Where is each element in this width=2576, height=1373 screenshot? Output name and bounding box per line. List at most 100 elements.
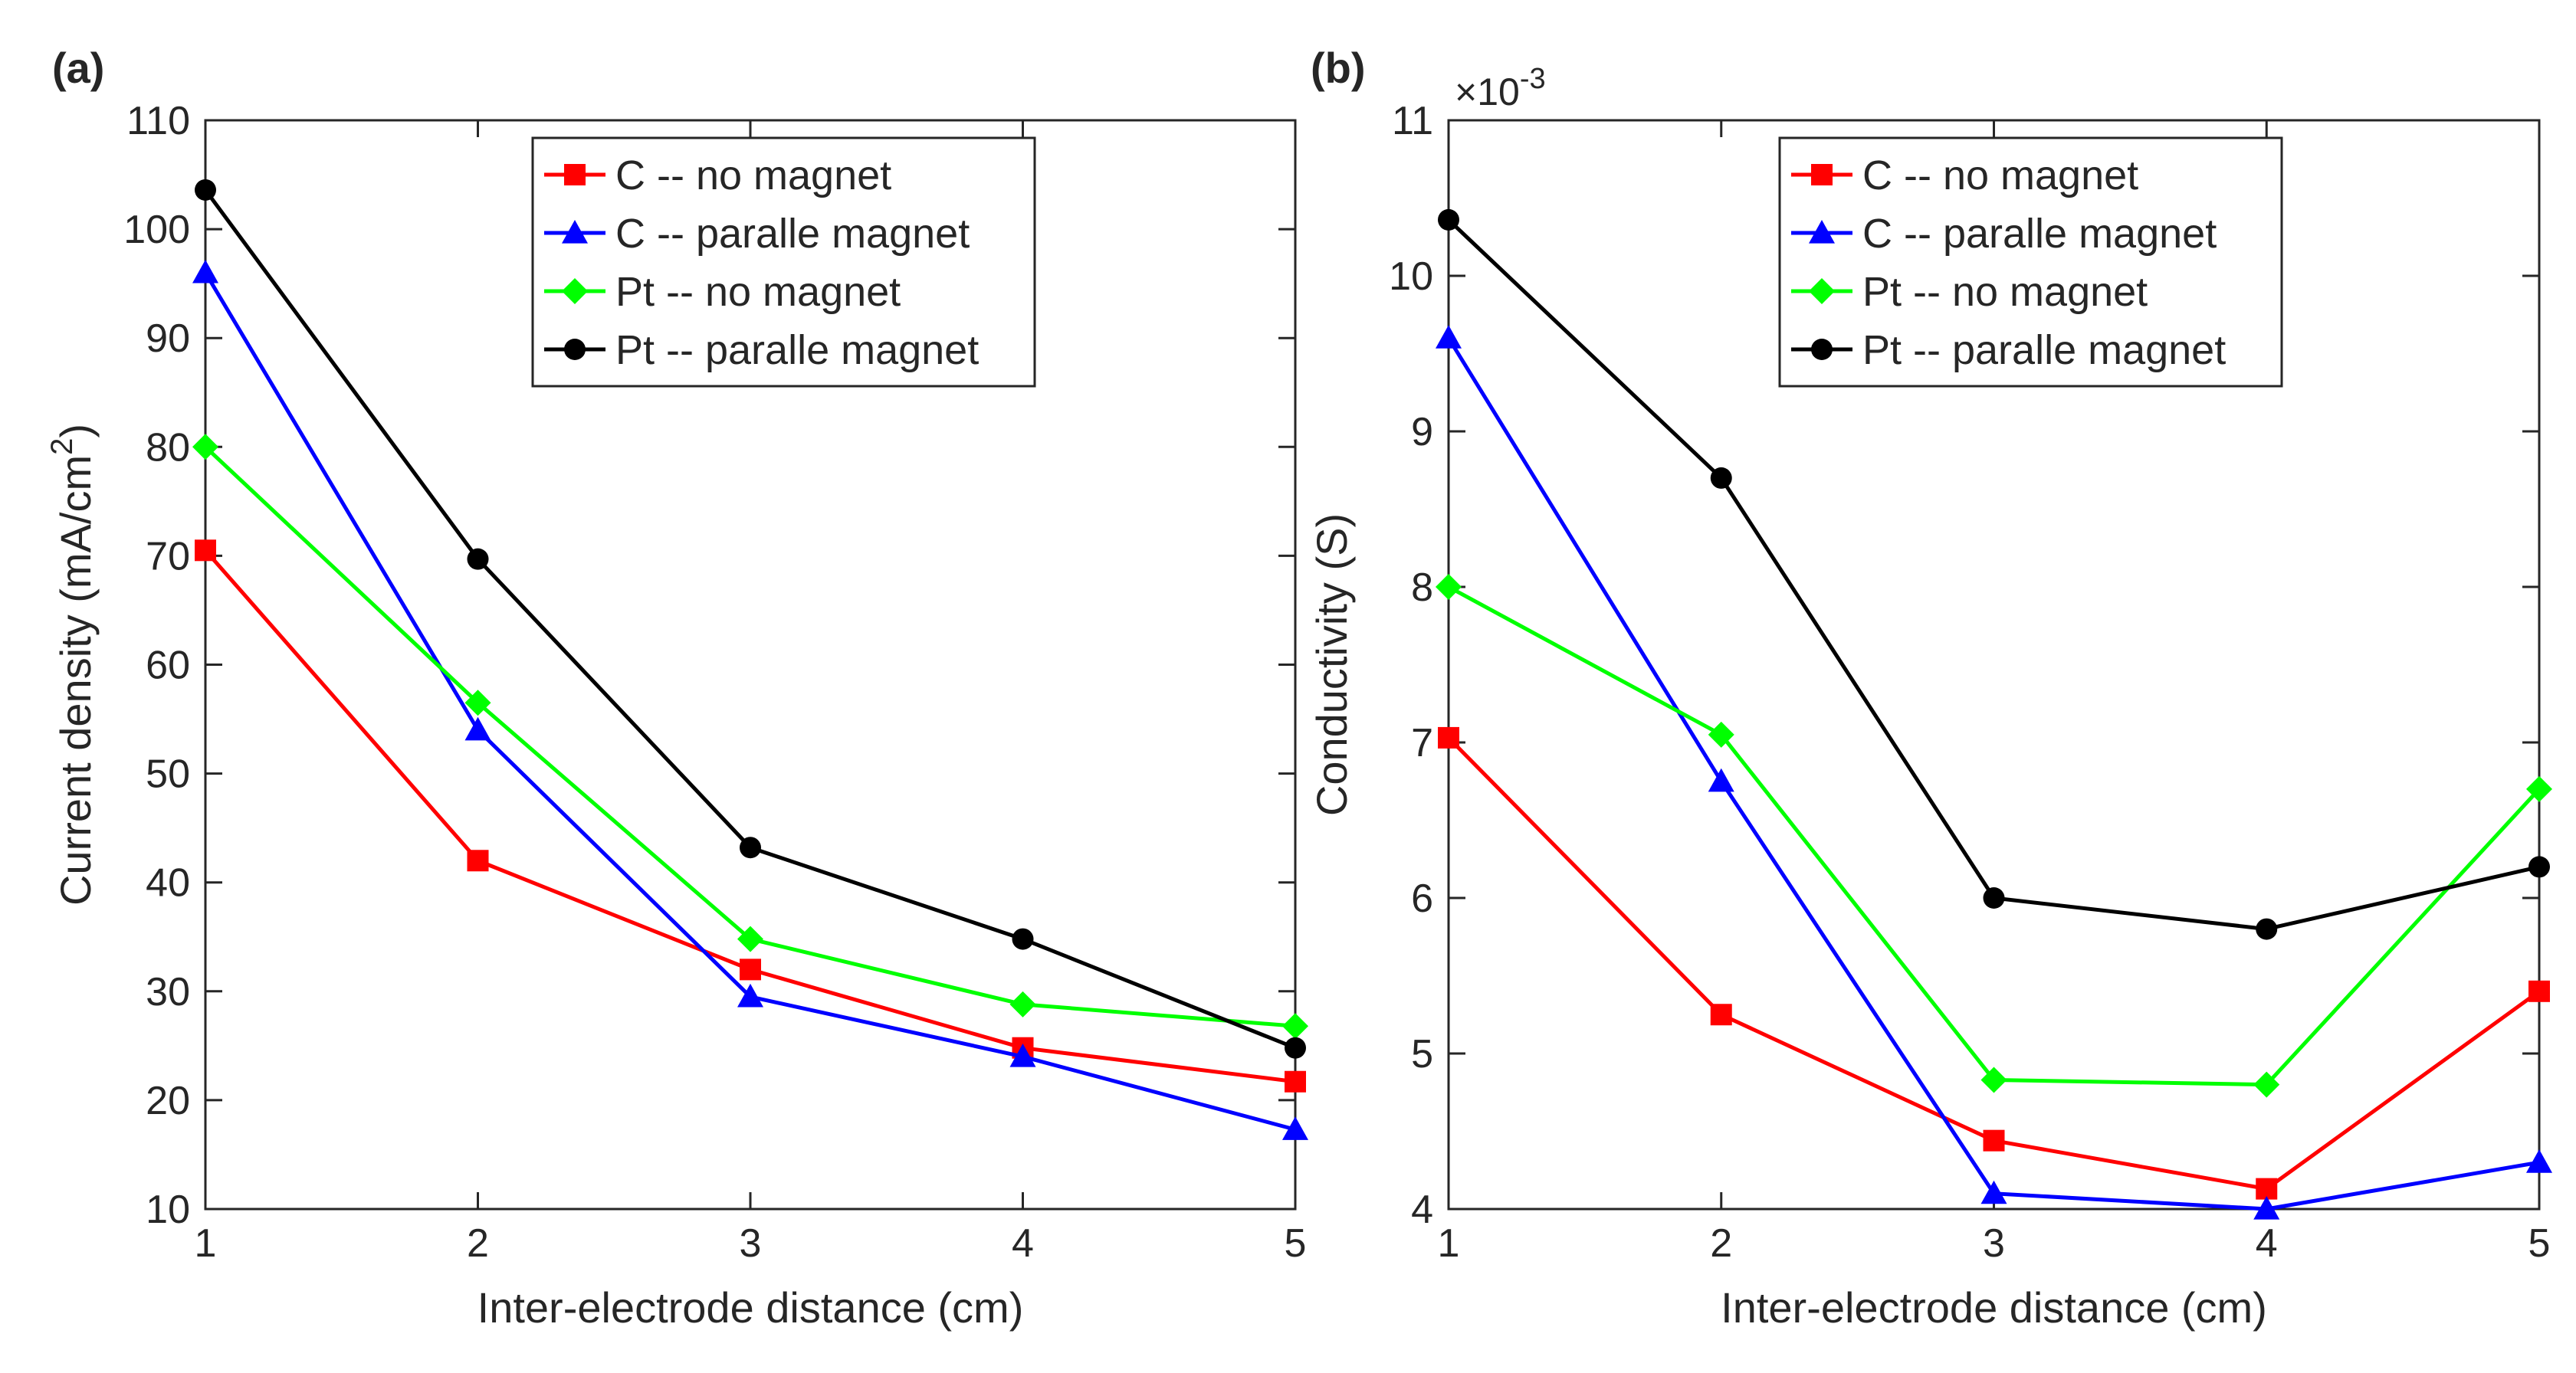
data-point <box>2256 1178 2278 1200</box>
data-point <box>1285 1070 1306 1093</box>
x-axis-label: Inter-electrode distance (cm) <box>477 1283 1024 1332</box>
data-point <box>1708 768 1734 792</box>
y-tick-label: 11 <box>1392 99 1433 143</box>
series-c-no-magnet <box>1438 726 2550 1200</box>
x-tick-label: 4 <box>2256 1221 2278 1266</box>
y-tick-label: 80 <box>146 425 190 470</box>
legend-box <box>531 136 1036 388</box>
x-tick-label: 2 <box>467 1221 489 1266</box>
panel-label: (a) <box>52 44 104 92</box>
y-axis-label-superscript: 2 <box>45 438 79 455</box>
x-tick-label: 1 <box>1438 1221 1460 1266</box>
data-point <box>192 434 218 460</box>
y-tick-label: 110 <box>126 99 190 143</box>
legend-entry: C -- paralle magnet <box>1862 211 2217 257</box>
y-tick-label: 50 <box>146 752 190 797</box>
data-point <box>2256 918 2278 940</box>
x-axis-label: Inter-electrode distance (cm) <box>1721 1283 2267 1332</box>
y-tick-label: 10 <box>146 1188 190 1232</box>
legend-marker <box>562 278 588 304</box>
data-point <box>740 837 761 859</box>
legend-marker <box>564 339 586 360</box>
data-point <box>2528 980 2550 1002</box>
data-point <box>1285 1037 1306 1059</box>
y-axis-label-text: Current density (mA/cm <box>51 455 100 906</box>
x-tick-label: 3 <box>740 1221 762 1266</box>
data-point <box>467 548 489 570</box>
data-point <box>1438 208 1459 231</box>
data-point <box>1983 1129 2005 1152</box>
legend-entry: Pt -- paralle magnet <box>615 327 979 373</box>
y-axis-label-end: ) <box>51 424 100 438</box>
y-tick-label: 20 <box>146 1079 190 1123</box>
data-point <box>2253 1071 2280 1098</box>
legend-marker <box>562 220 588 244</box>
series-c-no-magnet <box>195 539 1306 1093</box>
legend-entry: Pt -- paralle magnet <box>1862 327 2226 373</box>
y-tick-label: 6 <box>1411 877 1433 921</box>
data-point <box>464 690 491 716</box>
data-point <box>467 850 489 872</box>
data-point <box>1009 991 1036 1017</box>
data-point <box>1438 726 1459 749</box>
data-point <box>1710 1004 1732 1026</box>
chart-panel-a: (a) 1 2 3 4 5 10 20 30 40 50 60 70 80 90 100 110 Inter-el… <box>45 44 1308 1332</box>
data-point <box>1436 325 1462 349</box>
legend: C -- no magnet C -- paralle magnet Pt -- n… <box>531 136 1036 388</box>
data-point <box>2526 1149 2552 1173</box>
data-point <box>1436 574 1462 600</box>
y-tick-label: 4 <box>1411 1188 1433 1232</box>
y-tick-label: 5 <box>1411 1032 1433 1076</box>
y-tick-label: 70 <box>146 534 190 578</box>
y-exponent-label: ×10-3 <box>1455 63 1546 113</box>
legend-entry: Pt -- no magnet <box>615 269 901 315</box>
data-point <box>195 539 216 562</box>
x-tick-label: 2 <box>1710 1221 1732 1266</box>
legend-marker <box>1811 164 1833 185</box>
data-point <box>1282 1116 1308 1140</box>
data-point <box>195 179 216 201</box>
y-exponent-power: -3 <box>1520 63 1546 95</box>
x-tick-label: 3 <box>1983 1221 2005 1266</box>
legend-marker <box>1809 220 1835 244</box>
series-pt-paralle-magnet <box>1438 208 2550 940</box>
data-point <box>1980 1067 2007 1093</box>
data-point <box>1282 1013 1308 1040</box>
data-point <box>1710 467 1732 489</box>
series-pt-no-magnet <box>192 434 1308 1040</box>
data-point <box>2526 775 2552 802</box>
data-point <box>737 983 763 1008</box>
data-point <box>2253 1196 2280 1220</box>
x-tick-label: 1 <box>195 1221 217 1266</box>
legend-entry: C -- no magnet <box>615 152 891 198</box>
data-point <box>1012 928 1034 950</box>
legend-marker <box>1811 339 1833 360</box>
y-axis-label: Current density (mA/cm2) <box>45 424 100 906</box>
chart-panel-b: (b) 1 2 3 4 5 4 5 6 7 8 9 10 11 ×10-3 Inter-electrode d… <box>1308 44 2552 1332</box>
legend-entry: C -- paralle magnet <box>615 211 970 257</box>
y-tick-label: 8 <box>1411 565 1433 610</box>
data-point <box>1980 1180 2007 1204</box>
y-tick-label: 40 <box>146 861 190 906</box>
data-point <box>740 958 761 981</box>
data-point <box>2528 856 2550 878</box>
panel-label: (b) <box>1311 44 1366 92</box>
y-tick-label: 9 <box>1411 410 1433 454</box>
x-tick-label: 4 <box>1012 1221 1034 1266</box>
legend-entry: Pt -- no magnet <box>1862 269 2148 315</box>
x-tick-label: 5 <box>1285 1221 1307 1266</box>
y-tick-label: 7 <box>1411 721 1433 765</box>
y-tick-label: 60 <box>146 644 190 688</box>
series-c-paralle-magnet <box>192 259 1308 1140</box>
legend-box <box>1778 136 2283 388</box>
y-tick-label: 90 <box>146 316 190 361</box>
y-exponent-base: ×10 <box>1455 70 1520 113</box>
legend-marker <box>564 164 586 185</box>
y-tick-label: 30 <box>146 970 190 1014</box>
data-point <box>464 716 491 741</box>
y-axis-label: Conductivity (S) <box>1308 513 1356 816</box>
y-tick-label: 10 <box>1389 254 1433 299</box>
legend-marker <box>1809 278 1835 304</box>
series-pt-no-magnet <box>1436 574 2552 1098</box>
